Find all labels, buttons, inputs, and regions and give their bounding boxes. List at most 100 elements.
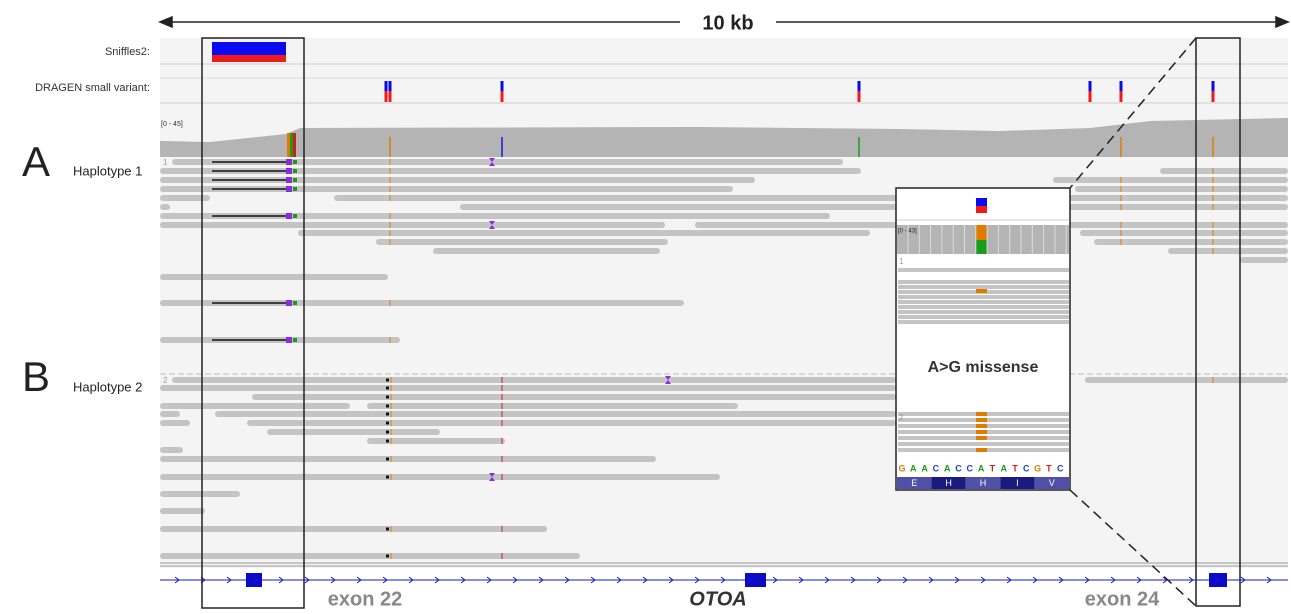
insertion [286,337,292,343]
base: T [990,463,996,473]
read [376,239,668,245]
gene-track [160,573,1288,587]
sv-call [212,42,286,55]
base: C [1023,463,1030,473]
igv-figure: 10 kb Sniffles2: DRAGEN small variant: [… [0,0,1291,614]
base: T [1012,463,1018,473]
read [252,394,896,400]
insertion [286,213,292,219]
variant-call [858,81,861,91]
coverage-range: [0 - 43] [898,229,917,235]
deletion [386,405,389,408]
variant-call [1212,91,1215,102]
read [898,295,1069,299]
mismatch [976,448,987,452]
mismatch [976,430,987,434]
group-label: 1 [899,257,904,266]
read [898,305,1069,309]
mismatch [976,412,987,416]
variant-call [389,91,392,102]
base: A [921,463,928,473]
base: C [967,463,974,473]
amino-acid: E [911,478,917,488]
variant-call [1089,91,1092,102]
base: C [933,463,940,473]
read [460,204,1288,210]
variant-call [1120,91,1123,102]
annotation: A>G missense [928,359,1039,376]
insertion [286,159,292,165]
page: 10 kb Sniffles2: DRAGEN small variant: [… [0,0,1291,614]
allele-fraction [976,225,987,240]
insertion [286,186,292,192]
read [1168,248,1288,254]
mismatch [293,160,297,164]
read [1085,377,1288,383]
read [160,491,240,497]
read [367,403,738,409]
sv-call [212,55,286,62]
base: G [1034,463,1041,473]
deletion [386,431,389,434]
read [160,403,350,409]
coverage-allele [293,133,296,157]
mismatch [293,187,297,191]
deletion [386,458,389,461]
amino-acid: H [945,478,952,488]
deletion [386,422,389,425]
panel-label: Haplotype 2 [73,379,142,394]
base: A [910,463,917,473]
read [160,508,205,514]
read [1075,186,1288,192]
variant-call [385,91,388,102]
read [172,377,896,383]
base: C [955,463,962,473]
gene-name: OTOA [689,588,746,610]
track-label: Sniffles2: [105,46,150,58]
insertion [286,177,292,183]
panel-letter: A [22,138,50,185]
read [898,280,1069,284]
read [160,385,896,391]
insertion [286,300,292,306]
base: A [978,463,985,473]
read [160,474,720,480]
arrowhead [1276,17,1288,27]
read [160,447,183,453]
variant-call [976,198,987,206]
insertion [286,168,292,174]
scale-label: 10 kb [702,12,753,34]
read [267,429,440,435]
exon [745,573,766,587]
variant-call [501,91,504,102]
mismatch [293,178,297,182]
group-label: 1 [163,158,168,167]
read [433,248,660,254]
variant-call [385,81,388,91]
allele-fraction [976,240,987,254]
base: C [1057,463,1064,473]
read [160,553,580,559]
mismatch [976,436,987,440]
exon-label: exon 22 [328,588,402,610]
track-label: DRAGEN small variant: [35,82,150,94]
read [215,411,896,417]
read [160,456,656,462]
amino-acid: V [1049,478,1055,488]
mismatch [976,424,987,428]
exon [246,573,262,587]
variant-call [858,91,861,102]
read [1080,230,1288,236]
read [898,285,1069,289]
read [898,320,1069,324]
zoom-inset [896,188,1070,490]
variant-call [501,81,504,91]
coverage-allele [290,133,293,157]
variant-call [1120,81,1123,91]
exon-label: exon 24 [1085,588,1160,610]
variant-call [1089,81,1092,91]
deletion [386,476,389,479]
mismatch [293,301,297,305]
mismatch [976,289,987,293]
read [160,420,190,426]
